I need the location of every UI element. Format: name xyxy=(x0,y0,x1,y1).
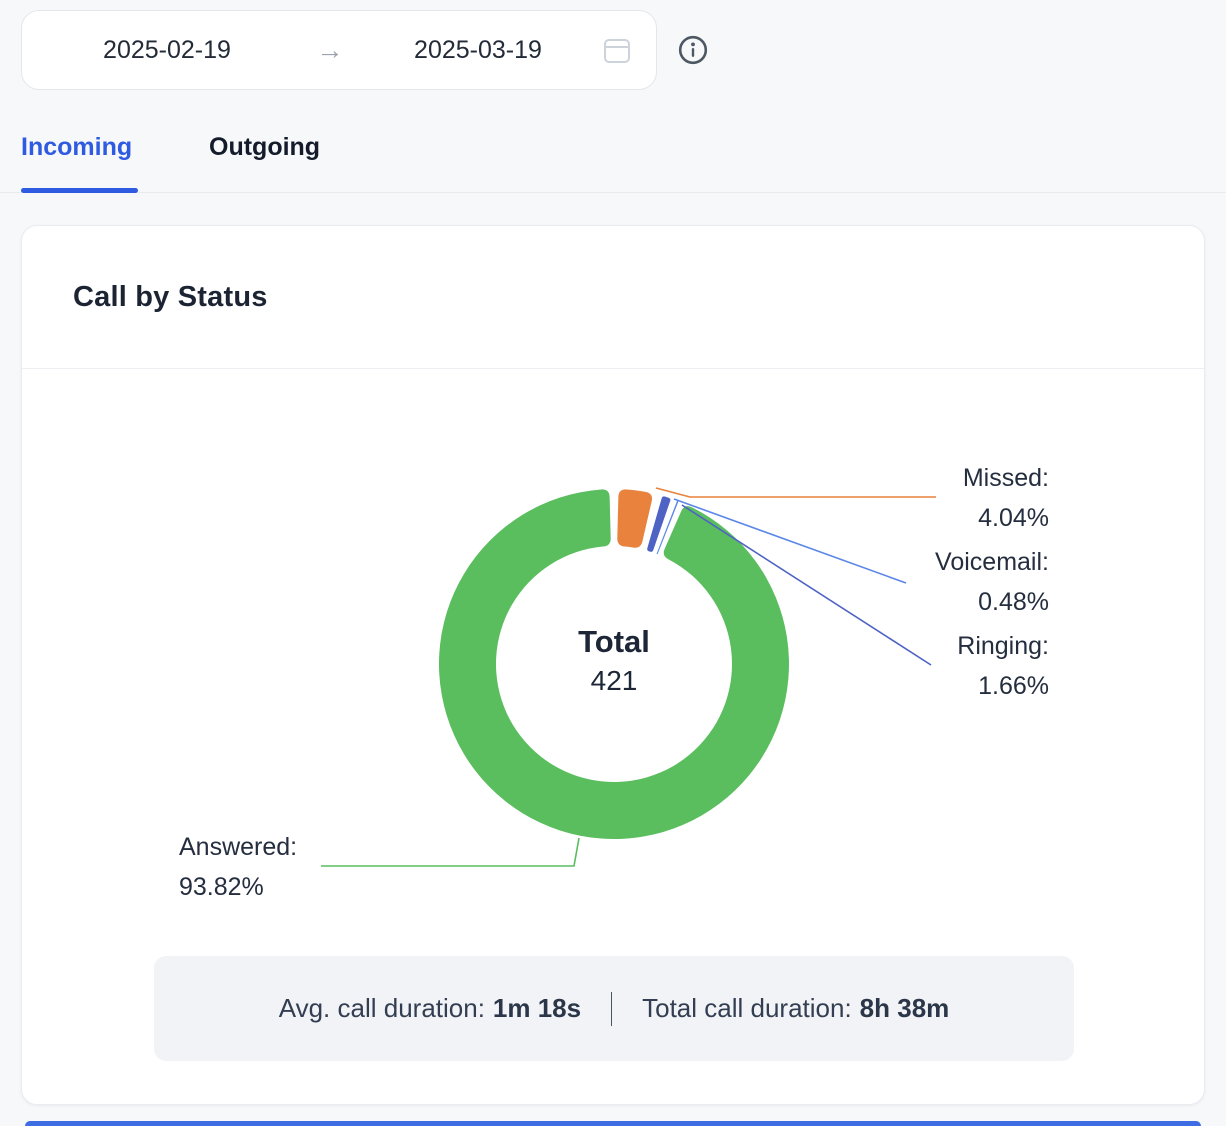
active-tab-underline xyxy=(21,188,138,193)
stats-separator xyxy=(611,991,613,1026)
avg-duration-value: 1m 18s xyxy=(492,993,582,1023)
label-answered: Answered: 93.82% xyxy=(179,827,297,907)
calendar-icon[interactable] xyxy=(604,39,630,63)
total-value: 421 xyxy=(590,665,638,696)
call-duration-stats: Avg. call duration: 1m 18s Total call du… xyxy=(154,956,1074,1061)
start-date-input[interactable]: 2025-02-19 xyxy=(103,35,231,64)
label-voicemail: Voicemail: 0.48% xyxy=(935,542,1049,622)
label-answered-name: Answered: xyxy=(179,833,298,861)
leader-line-answered xyxy=(321,837,580,867)
tab-incoming[interactable]: Incoming xyxy=(21,133,133,161)
info-icon[interactable] xyxy=(678,35,708,65)
label-missed: Missed: 4.04% xyxy=(963,458,1049,538)
label-answered-value: 93.82% xyxy=(179,873,264,901)
card-title: Call by Status xyxy=(73,280,268,313)
donut-slice-answered[interactable] xyxy=(438,489,789,839)
donut-slice-missed[interactable] xyxy=(617,489,653,548)
label-voicemail-value: 0.48% xyxy=(978,588,1049,616)
tabs-divider xyxy=(0,192,1226,193)
total-duration-label: Total call duration: xyxy=(642,993,852,1023)
call-by-status-card: Call by Status Total 421 Missed: 4.04% V… xyxy=(21,225,1205,1105)
avg-duration-label: Avg. call duration: xyxy=(278,993,485,1023)
tab-outgoing[interactable]: Outgoing xyxy=(209,133,321,161)
next-section-peek xyxy=(25,1121,1201,1126)
leader-line-missed xyxy=(655,487,936,498)
leader-line-ringing xyxy=(681,504,932,666)
label-ringing-value: 1.66% xyxy=(978,672,1049,700)
label-voicemail-name: Voicemail: xyxy=(935,548,1049,576)
donut-chart-svg xyxy=(321,487,936,867)
date-range-picker[interactable]: 2025-02-19 → 2025-03-19 xyxy=(21,10,657,90)
chart-center-label: Total 421 xyxy=(514,621,714,699)
end-date-input[interactable]: 2025-03-19 xyxy=(414,35,542,64)
label-ringing: Ringing: 1.66% xyxy=(957,626,1049,706)
label-missed-name: Missed: xyxy=(962,464,1049,492)
donut-chart: Total 421 Missed: 4.04% Voicemail: 0.48%… xyxy=(22,369,1206,955)
total-title: Total xyxy=(578,624,650,659)
card-header: Call by Status xyxy=(22,226,1204,369)
label-ringing-name: Ringing: xyxy=(957,632,1049,660)
total-duration-value: 8h 38m xyxy=(859,993,950,1023)
label-missed-value: 4.04% xyxy=(978,504,1049,532)
donut-slice-ringing[interactable] xyxy=(647,496,671,552)
arrow-right-icon: → xyxy=(316,34,344,65)
donut-slice-voicemail[interactable] xyxy=(656,500,679,555)
leader-line-voicemail xyxy=(673,498,907,584)
